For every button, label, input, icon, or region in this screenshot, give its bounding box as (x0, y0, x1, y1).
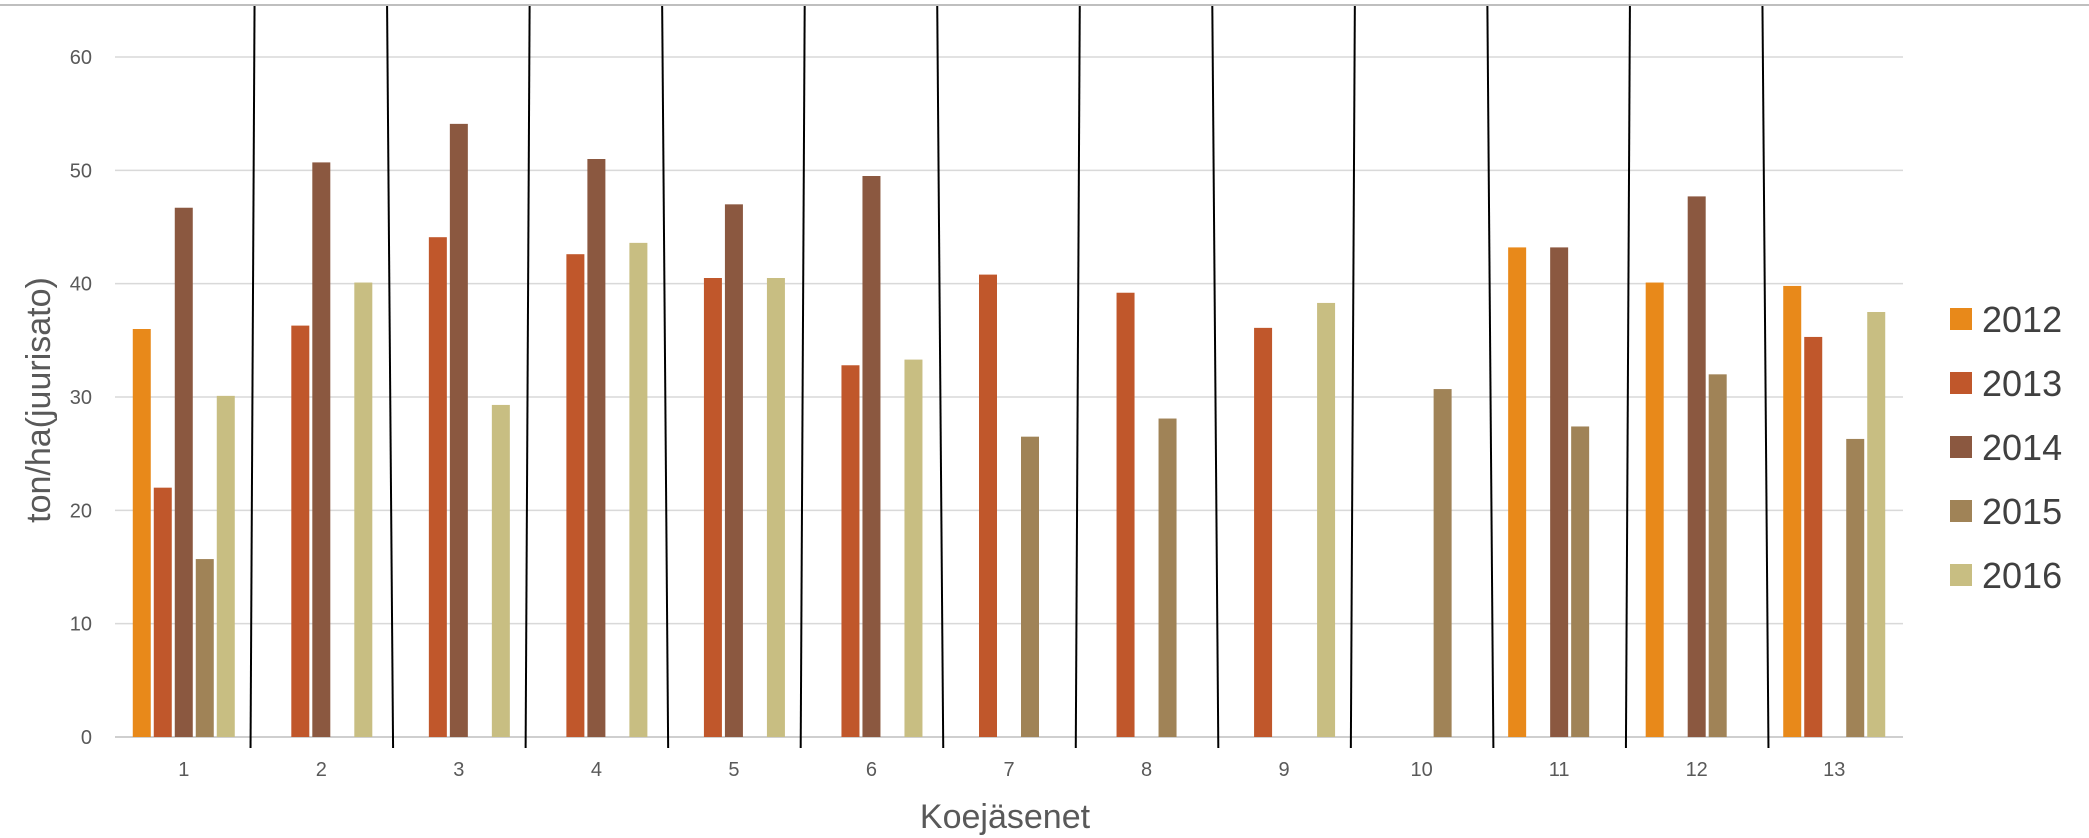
y-axis-ticks: 0 10 20 30 40 50 60 (70, 47, 92, 749)
bar-2013-13 (1804, 336, 1823, 737)
bar-2014-3 (449, 123, 468, 737)
bar-2014-12 (1687, 196, 1706, 737)
legend-swatch-2015 (1950, 500, 1972, 522)
bar-2016-2 (354, 282, 373, 737)
legend-swatch-2016 (1950, 564, 1972, 586)
bar-2012-13 (1783, 285, 1802, 737)
category-divider (1349, 5, 1356, 749)
bar-2016-13 (1867, 312, 1886, 737)
category-divider (249, 5, 256, 749)
x-tick-label: 9 (1279, 759, 1290, 781)
x-tick-label: 3 (453, 759, 464, 781)
category-divider (1761, 5, 1770, 749)
category-divider (936, 5, 945, 749)
bar-2014-6 (862, 176, 881, 737)
x-tick-label: 12 (1686, 759, 1708, 781)
y-tick-label: 20 (70, 500, 92, 522)
bar-2013-1 (153, 487, 172, 737)
bar-2013-6 (841, 365, 860, 737)
bar-2016-4 (629, 242, 648, 737)
bar-2013-3 (428, 237, 447, 737)
category-divider (1211, 5, 1220, 749)
bar-2016-6 (904, 359, 923, 737)
x-tick-label: 10 (1410, 759, 1432, 781)
x-tick-label: 11 (1549, 759, 1570, 781)
bar-2012-1 (132, 329, 151, 737)
category-dividers (249, 5, 1770, 749)
bar-2014-11 (1550, 247, 1569, 737)
bar-2013-5 (703, 278, 722, 737)
category-divider (661, 5, 670, 749)
bar-2014-1 (174, 207, 193, 737)
bar-2013-7 (979, 274, 997, 737)
bar-2014-2 (312, 162, 331, 737)
legend: 2012 2013 2014 2015 2016 (1950, 299, 2062, 596)
legend-label-2013: 2013 (1982, 363, 2062, 404)
bar-2013-2 (291, 325, 310, 737)
bar-2012-12 (1645, 282, 1664, 737)
category-divider (799, 5, 806, 749)
bar-2013-8 (1116, 292, 1135, 737)
x-axis-ticks: 1 2 3 4 5 6 7 8 9 10 11 12 13 (178, 759, 1845, 781)
bar-2015-7 (1021, 436, 1039, 737)
x-tick-label: 6 (866, 759, 877, 781)
category-divider (386, 5, 395, 749)
bar-2016-1 (216, 395, 235, 737)
category-divider (1624, 5, 1631, 749)
y-axis-title: ton/ha(juurisato) (20, 277, 58, 523)
legend-label-2015: 2015 (1982, 491, 2062, 532)
x-tick-label: 5 (728, 759, 739, 781)
legend-swatch-2012 (1950, 308, 1972, 330)
category-divider (1486, 5, 1495, 749)
bar-2015-11 (1571, 426, 1590, 737)
bar-2015-10 (1433, 389, 1452, 737)
y-tick-label: 50 (70, 160, 92, 182)
y-tick-label: 10 (70, 614, 92, 636)
category-divider (1074, 5, 1081, 749)
y-tick-label: 60 (70, 47, 92, 69)
y-tick-label: 30 (70, 387, 92, 409)
bar-2013-9 (1254, 327, 1273, 737)
bar-2012-11 (1508, 247, 1527, 737)
y-tick-label: 0 (81, 727, 92, 749)
bar-2014-5 (724, 204, 743, 738)
legend-label-2014: 2014 (1982, 427, 2062, 468)
x-tick-label: 1 (178, 759, 189, 781)
legend-swatch-2013 (1950, 372, 1972, 394)
y-tick-label: 40 (70, 274, 92, 296)
x-tick-label: 13 (1823, 759, 1845, 781)
bar-2014-4 (587, 159, 606, 737)
legend-swatch-2014 (1950, 436, 1972, 458)
bars (132, 123, 1886, 738)
bar-2016-9 (1317, 302, 1336, 737)
x-tick-label: 7 (1003, 759, 1014, 781)
category-divider (524, 5, 531, 749)
bar-2015-13 (1846, 438, 1865, 737)
bar-2013-4 (566, 254, 585, 737)
x-tick-label: 2 (316, 759, 327, 781)
bar-2015-1 (195, 559, 214, 737)
bar-2016-3 (491, 404, 510, 737)
legend-label-2012: 2012 (1982, 299, 2062, 340)
bar-2016-5 (766, 278, 785, 737)
bar-2015-12 (1708, 374, 1727, 737)
bar-2015-8 (1158, 418, 1177, 737)
x-tick-label: 4 (591, 759, 602, 781)
legend-label-2016: 2016 (1982, 555, 2062, 596)
gridlines (115, 56, 1903, 738)
x-axis-title: Koejäsenet (920, 798, 1091, 836)
x-tick-label: 8 (1141, 759, 1152, 781)
